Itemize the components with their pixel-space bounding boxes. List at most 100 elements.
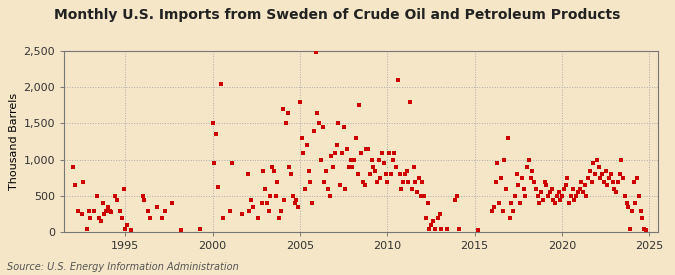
Point xyxy=(590,172,601,177)
Point xyxy=(497,208,508,213)
Point xyxy=(326,154,337,158)
Point xyxy=(527,169,538,173)
Point xyxy=(518,187,529,191)
Point xyxy=(529,179,539,184)
Point xyxy=(323,187,333,191)
Point xyxy=(248,205,259,209)
Point xyxy=(602,183,613,187)
Point xyxy=(246,197,256,202)
Point xyxy=(284,165,295,169)
Point xyxy=(118,187,129,191)
Point xyxy=(364,172,375,177)
Point xyxy=(315,158,326,162)
Point xyxy=(508,208,518,213)
Point xyxy=(101,208,111,213)
Point xyxy=(392,78,403,82)
Point xyxy=(106,210,117,214)
Point xyxy=(116,216,127,220)
Point xyxy=(142,208,153,213)
Point xyxy=(139,197,150,202)
Point xyxy=(371,179,382,184)
Point xyxy=(418,194,429,198)
Point xyxy=(490,179,501,184)
Point xyxy=(350,136,361,140)
Point xyxy=(307,201,318,205)
Point xyxy=(495,176,506,180)
Point xyxy=(403,179,414,184)
Point xyxy=(356,150,367,155)
Point xyxy=(513,183,524,187)
Point xyxy=(122,223,132,227)
Point xyxy=(379,161,389,166)
Point xyxy=(422,201,433,205)
Point xyxy=(620,194,630,198)
Point xyxy=(157,216,167,220)
Point xyxy=(291,197,302,202)
Point xyxy=(424,227,435,231)
Point xyxy=(630,201,641,205)
Point xyxy=(329,150,340,155)
Point xyxy=(293,205,304,209)
Point xyxy=(94,216,105,220)
Point xyxy=(275,208,286,213)
Point xyxy=(97,201,108,205)
Point xyxy=(258,169,269,173)
Point xyxy=(359,183,370,187)
Point xyxy=(88,208,99,213)
Point xyxy=(621,201,632,205)
Point xyxy=(553,190,564,195)
Point xyxy=(616,158,627,162)
Point xyxy=(73,208,84,213)
Point xyxy=(634,194,645,198)
Point xyxy=(450,197,461,202)
Point xyxy=(599,179,610,184)
Point xyxy=(531,187,541,191)
Point xyxy=(367,158,377,162)
Point xyxy=(492,161,503,166)
Point xyxy=(68,165,78,169)
Point xyxy=(548,197,559,202)
Point xyxy=(504,216,515,220)
Point xyxy=(375,176,385,180)
Point xyxy=(520,194,531,198)
Point xyxy=(434,212,445,216)
Point xyxy=(562,176,572,180)
Point xyxy=(572,190,583,195)
Point xyxy=(294,100,305,104)
Point xyxy=(225,208,236,213)
Point xyxy=(389,150,400,155)
Point xyxy=(370,169,381,173)
Point xyxy=(546,187,557,191)
Point xyxy=(195,227,206,231)
Point xyxy=(429,227,440,231)
Point xyxy=(296,136,307,140)
Point xyxy=(83,208,94,213)
Point xyxy=(211,132,221,137)
Point xyxy=(354,103,364,108)
Point xyxy=(279,197,290,202)
Point xyxy=(99,212,110,216)
Point xyxy=(427,219,438,224)
Point xyxy=(570,194,581,198)
Point xyxy=(387,158,398,162)
Point xyxy=(396,187,407,191)
Point xyxy=(207,121,218,126)
Point xyxy=(103,205,113,209)
Point xyxy=(522,165,533,169)
Point xyxy=(281,121,292,126)
Point xyxy=(305,179,316,184)
Point xyxy=(242,172,253,177)
Point xyxy=(605,172,616,177)
Point xyxy=(333,121,344,126)
Point xyxy=(144,216,155,220)
Point xyxy=(310,50,321,54)
Point xyxy=(342,147,352,151)
Point xyxy=(635,208,646,213)
Point xyxy=(373,158,384,162)
Point xyxy=(499,158,510,162)
Point xyxy=(272,179,283,184)
Point xyxy=(317,125,328,129)
Point xyxy=(608,179,618,184)
Point xyxy=(452,194,462,198)
Point xyxy=(209,161,220,166)
